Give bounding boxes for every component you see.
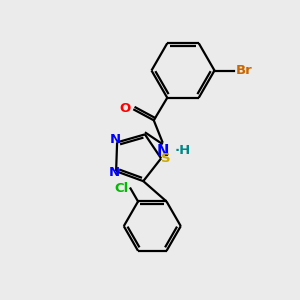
Text: N: N: [157, 144, 169, 159]
Text: Br: Br: [236, 64, 252, 77]
Text: Cl: Cl: [115, 182, 129, 195]
Text: ·H: ·H: [174, 144, 190, 157]
Text: S: S: [161, 152, 170, 166]
Text: N: N: [109, 166, 120, 179]
Text: O: O: [119, 102, 130, 115]
Text: N: N: [110, 134, 121, 146]
